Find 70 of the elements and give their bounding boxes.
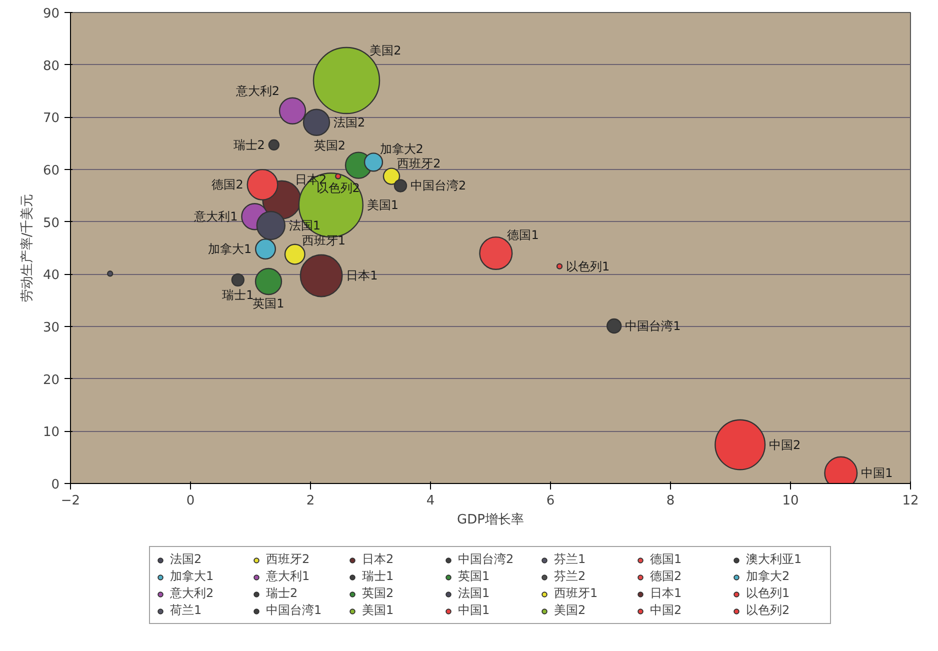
legend-label: 芬兰1 — [554, 551, 587, 568]
text: 意大利1 — [194, 210, 238, 224]
legend-label: 日本2 — [362, 551, 395, 568]
x-tick-label: 8 — [666, 494, 675, 508]
legend-label: 澳大利亚1 — [746, 551, 803, 568]
legend-label: 加拿大2 — [746, 568, 791, 585]
legend-label: 以色列1 — [746, 585, 791, 602]
text: 中国台湾2 — [410, 178, 466, 193]
legend-label: 西班牙2 — [266, 551, 311, 568]
legend-label: 芬兰2 — [554, 568, 587, 585]
y-axis-title: 劳动生产率/千美元 — [18, 194, 35, 302]
text: 美国1 — [366, 198, 399, 212]
legend-label: 以色列2 — [746, 602, 791, 619]
legend-label: 意大利1 — [266, 568, 311, 585]
legend-label: 英国2 — [362, 585, 395, 602]
text: 德国1 — [507, 228, 539, 242]
text: 日本1 — [346, 268, 378, 283]
text: 法国1 — [288, 218, 321, 232]
legend-label: 美国1 — [362, 602, 395, 619]
text: 中国台湾1 — [625, 318, 681, 333]
legend-label: 中国2 — [650, 602, 683, 619]
y-tick-label: 80 — [42, 58, 60, 74]
y-tick-label: 90 — [42, 6, 60, 22]
y-tick-label: 40 — [42, 268, 60, 284]
x-tick-label: 10 — [782, 494, 799, 508]
legend-label: 荷兰1 — [170, 602, 203, 619]
x-tick-label: −2 — [60, 494, 80, 508]
text: 英国1 — [252, 296, 284, 310]
x-tick-label: 4 — [426, 494, 435, 508]
y-tick-label: 60 — [42, 164, 60, 178]
y-tick-label: 10 — [42, 425, 60, 440]
y-tick-label: 30 — [42, 320, 60, 336]
legend-label: 中国台湾2 — [458, 551, 515, 568]
y-tick-label: 0 — [51, 478, 60, 492]
legend-label: 瑞士1 — [362, 568, 395, 585]
x-tick-label: 6 — [546, 494, 555, 508]
y-tick-label: 20 — [42, 372, 60, 388]
text: 西班牙2 — [397, 156, 441, 171]
y-tick-label: 70 — [42, 111, 60, 126]
legend-label: 法国2 — [170, 551, 203, 568]
text: 美国2 — [370, 43, 402, 58]
text: 英国2 — [314, 138, 346, 152]
legend-label: 瑞士2 — [266, 585, 299, 602]
text: 加拿大2 — [380, 142, 424, 156]
text: 德国2 — [212, 178, 244, 192]
text: 西班牙1 — [302, 233, 346, 248]
legend-label: 英国1 — [458, 568, 491, 585]
text: 瑞士1 — [222, 288, 254, 302]
y-tick-label: 50 — [42, 216, 60, 231]
x-tick-label: 2 — [306, 494, 315, 508]
legend-label: 美国2 — [554, 602, 587, 619]
text: 以色列1 — [566, 259, 610, 274]
legend-label: 德国2 — [650, 568, 683, 585]
legend-label: 意大利2 — [170, 585, 215, 602]
x-tick-label: 12 — [902, 494, 919, 508]
legend-label: 中国台湾1 — [266, 602, 323, 619]
text: 法国2 — [333, 115, 366, 130]
x-axis-title: GDP增长率 — [457, 512, 524, 528]
text: 中国2 — [769, 438, 801, 452]
legend-label: 日本1 — [650, 585, 683, 602]
x-tick-label: 0 — [186, 494, 195, 508]
legend-label: 加拿大1 — [170, 568, 215, 585]
text: 加拿大1 — [208, 242, 252, 256]
legend-label: 法国1 — [458, 585, 491, 602]
legend-label: 德国1 — [650, 551, 683, 568]
legend-label: 中国1 — [458, 602, 491, 619]
text: 中国1 — [861, 466, 893, 480]
legend-label: 西班牙1 — [554, 585, 599, 602]
text: 意大利2 — [236, 84, 280, 98]
text: 瑞士2 — [233, 138, 265, 152]
